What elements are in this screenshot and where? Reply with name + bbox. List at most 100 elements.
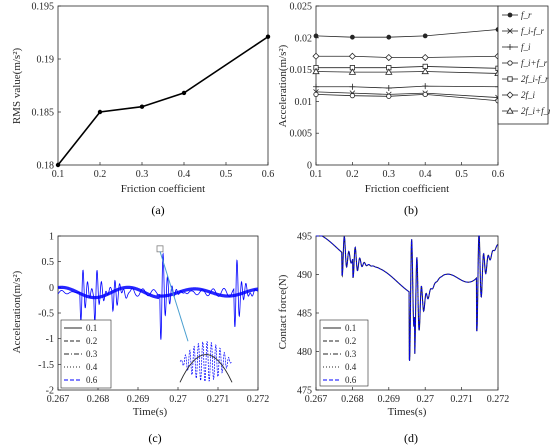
panel-c-ytick-label: 0.5 (42, 257, 55, 268)
panel-d-legend-label: 0.6 (345, 375, 357, 385)
panel-c-inset-envelope (179, 354, 233, 383)
panel-a-point (55, 162, 61, 168)
panel-b-point (421, 53, 429, 62)
panel-b-point (385, 85, 392, 92)
panel-a-ylabel: RMS value(m/s²) (11, 48, 23, 125)
panel-c-xtick-label: 0.272 (247, 394, 270, 405)
panel-c-ytick-label: -2 (46, 386, 54, 397)
panel-c-ytick-label: 1 (49, 232, 54, 243)
panel-a-axes-box (57, 5, 269, 166)
panel-b-ytick-label: 0.025 (290, 2, 313, 13)
panel-d-xtick-label: 0.269 (378, 394, 401, 405)
panel-c-xlabel: Time(s) (133, 406, 168, 418)
panel-c-zoom-arrow (159, 251, 189, 342)
panel-b-point (312, 52, 320, 60)
panel-b-point (349, 34, 355, 40)
panel-d: 0.267 0.268 0.269 0.27 0.271 0.272 495 490 485 48… (277, 232, 509, 446)
panel-d-xtick-label: 0.268 (341, 394, 364, 405)
panel-a-ytick-label: 0.185 (32, 108, 55, 119)
panel-a-label: (a) (151, 203, 164, 217)
panel-b-point (313, 91, 319, 98)
panel-a-point (97, 109, 103, 115)
panel-b-point (386, 93, 392, 99)
panel-a-xtick-label: 0.5 (220, 169, 233, 180)
panel-d-xtick-label: 0.272 (487, 394, 510, 405)
panel-b-legend-label: f_i (521, 42, 531, 52)
panel-d-legend-label: 0.1 (345, 323, 356, 333)
panel-b-label: (b) (404, 203, 418, 217)
panel-d-legend-label: 0.2 (345, 336, 356, 346)
panel-b-point (421, 67, 429, 75)
panel-b-legend-marker (507, 28, 513, 34)
panel-b-ytick-label: 0.01 (295, 97, 313, 108)
panel-b-point (386, 34, 392, 40)
panel-c-ylabel: Acceleration(m/s²) (11, 270, 23, 353)
panel-b-point (422, 83, 429, 90)
panel-c-band (57, 285, 259, 300)
panel-a-point (265, 34, 271, 39)
panel-b-legend-label: f_i-f_r (521, 26, 544, 36)
panel-c-legend-label: 0.3 (86, 349, 98, 359)
panel-a-xlabel: Friction coefficient (121, 183, 205, 195)
panel-b-point (385, 68, 393, 75)
panel-a-xtick-label: 0.4 (178, 169, 191, 180)
panel-c-xtick-label: 0.271 (207, 394, 230, 405)
panel-a-xtick-label: 0.2 (94, 169, 107, 180)
panel-d-xtick-label: 0.271 (450, 394, 473, 405)
panel-c-xtick-label: 0.27 (169, 394, 187, 405)
panel-b-ytick-label: 0 (307, 161, 312, 172)
panel-b-point (385, 53, 393, 62)
panel-b-xtick-label: 0.1 (310, 169, 323, 180)
panel-b-point (349, 93, 355, 99)
panel-d-xtick-label: 0.267 (305, 394, 328, 405)
panel-c-xtick-label: 0.268 (87, 394, 110, 405)
panel-d-ytick-label: 475 (297, 386, 312, 397)
panel-c: 0.267 0.268 0.269 0.27 0.271 0.272 1 0.5 0 -0.5 -1… (11, 232, 269, 446)
panel-d-force-curve-overlay (316, 235, 499, 361)
panel-d-xlabel: Times(s) (388, 406, 427, 418)
panel-d-ytick-label: 490 (297, 270, 312, 281)
panel-b-legend-label: f_i+f_r (521, 58, 548, 68)
panel-b-point (313, 33, 319, 39)
panel-d-label: (d) (404, 431, 418, 445)
panel-c-legend-label: 0.2 (86, 336, 97, 346)
panel-b-point (422, 91, 428, 98)
panel-c-ytick-label: -0.5 (38, 309, 54, 320)
panel-d-ytick-label: 485 (297, 309, 312, 320)
panel-a-xtick-label: 0.1 (52, 169, 65, 180)
panel-c-xtick-label: 0.267 (47, 394, 70, 405)
panel-b-point (348, 52, 356, 60)
panel-b-ytick-label: 0.005 (290, 129, 313, 140)
panel-b-legend-label: 2f_i-f_r (521, 74, 549, 84)
panel-d-legend-label: 0.3 (345, 349, 357, 359)
panel-c-ytick-label: -1 (46, 334, 54, 345)
panel-a-xtick-label: 0.3 (136, 169, 149, 180)
panel-b-axes-box (315, 5, 499, 166)
panel-b-legend-label: f_r (521, 10, 532, 20)
panel-a-point (139, 104, 145, 109)
panel-c-label: (c) (148, 431, 161, 445)
panel-b: 0.1 0.2 0.3 0.4 0.5 0.6 0 0.005 0.01 0.015 0.02 0.0… (277, 2, 550, 218)
panel-a-xtick-label: 0.6 (262, 169, 275, 180)
panel-b-point (313, 83, 319, 90)
panel-d-legend-label: 0.4 (345, 362, 357, 372)
panel-b-legend-marker (506, 91, 514, 99)
panel-d-legend-box (319, 319, 369, 387)
panel-a-ytick-label: 0.18 (37, 161, 55, 172)
panel-b-xtick-label: 0.5 (455, 169, 468, 180)
panel-b-xtick-label: 0.6 (492, 169, 505, 180)
panel-b-legend-label: 2f_i (521, 90, 536, 100)
panel-d-xtick-label: 0.27 (416, 394, 434, 405)
panel-c-legend-label: 0.1 (86, 323, 97, 333)
panel-d-ytick-label: 495 (297, 232, 312, 243)
panel-b-xtick-label: 0.2 (346, 169, 359, 180)
panel-b-legend-box (497, 5, 549, 125)
panel-a-point (181, 90, 187, 96)
panel-b-legend-label: 2f_i+f_r (521, 106, 550, 116)
panel-b-xtick-label: 0.3 (383, 169, 396, 180)
panel-b-legend-marker (506, 107, 514, 114)
panel-c-ytick-label: 0 (49, 283, 54, 294)
panel-b-legend-marker (507, 76, 513, 82)
panel-a-ytick-label: 0.195 (32, 2, 55, 13)
